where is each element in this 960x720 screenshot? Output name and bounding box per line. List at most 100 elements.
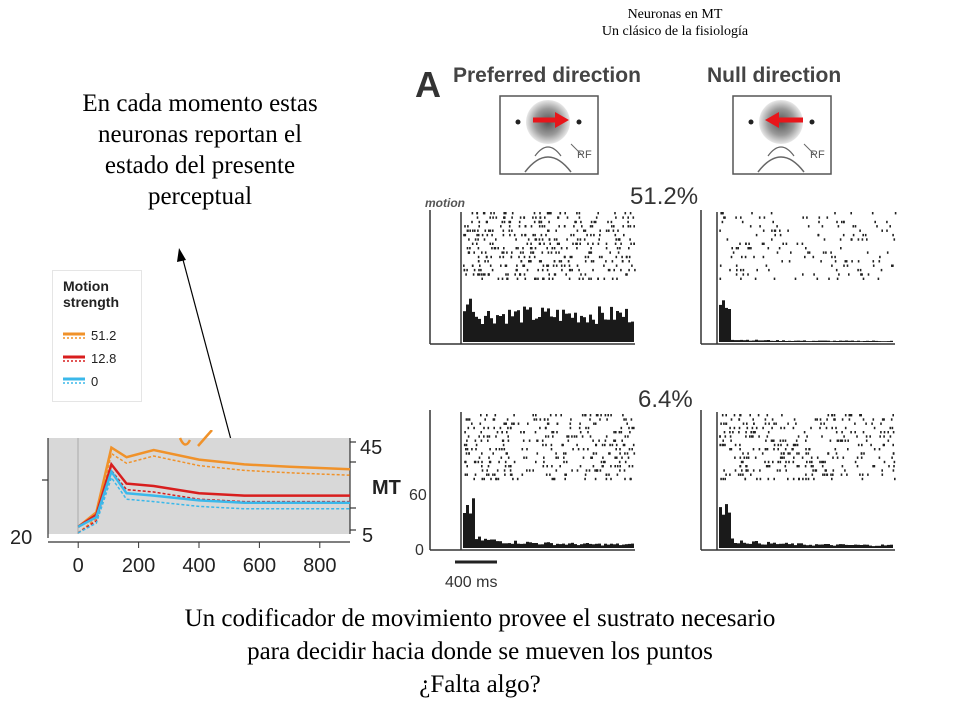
raster-spike: [553, 273, 556, 276]
raster-spike: [774, 233, 776, 237]
raster-spike: [803, 431, 806, 434]
raster-spike: [540, 220, 543, 224]
raster-spike: [528, 469, 531, 472]
raster-spike: [747, 469, 749, 472]
psth-bar: [827, 340, 830, 342]
raster-spike: [481, 452, 483, 455]
psth-bar: [466, 505, 469, 548]
raster-spike: [560, 260, 563, 263]
raster-spike: [514, 273, 516, 276]
raster-spike: [780, 452, 783, 455]
psth-bar: [529, 307, 532, 342]
raster-spike: [827, 452, 829, 455]
raster-spike: [762, 229, 765, 232]
raster-spike: [546, 264, 548, 267]
raster-spike: [811, 460, 813, 464]
psth-bar: [818, 544, 821, 548]
raster-spike: [834, 260, 837, 263]
psth-bar: [833, 340, 836, 342]
raster-spike: [481, 460, 483, 464]
psth-bar: [812, 340, 815, 342]
raster-spike: [492, 418, 495, 421]
raster-spike: [872, 418, 875, 421]
raster-spike: [486, 473, 488, 476]
raster-spike: [772, 460, 774, 464]
raster-spike: [597, 414, 599, 417]
raster-spike: [548, 277, 550, 280]
raster-spike: [805, 477, 807, 481]
raster-spike: [872, 465, 874, 468]
raster-spike: [721, 414, 724, 417]
raster-spike: [770, 212, 773, 215]
psth-bar: [752, 340, 755, 342]
raster-spike: [620, 431, 623, 434]
raster-spike: [465, 273, 467, 276]
raster-spike: [617, 251, 620, 254]
raster-spike: [474, 439, 477, 442]
raster-spike: [465, 443, 468, 447]
raster-spike: [798, 452, 800, 455]
raster-spike: [834, 448, 837, 451]
raster-spike: [791, 448, 793, 451]
raster-spike: [558, 260, 561, 263]
raster-spike: [844, 469, 846, 472]
raster-spike: [492, 216, 494, 219]
raster-spike: [590, 220, 593, 224]
raster-spike: [538, 225, 541, 228]
raster-spike: [538, 238, 541, 241]
raster-spike: [535, 277, 537, 280]
raster-spike: [576, 229, 579, 232]
raster-spike: [628, 448, 631, 451]
raster-spike: [867, 273, 870, 276]
raster-spike: [523, 216, 525, 219]
coherence-high-label: 51.2%: [630, 183, 698, 210]
raster-spike: [825, 426, 828, 430]
raster-spike: [560, 414, 562, 417]
raster-spike: [536, 439, 538, 442]
annotation-line-1: En cada momento estas: [82, 90, 318, 117]
raster-spike: [776, 469, 779, 472]
raster-spike: [599, 229, 601, 232]
raster-spike: [486, 414, 488, 417]
raster-spike: [488, 229, 490, 232]
raster-spike: [802, 477, 804, 481]
raster-spike: [767, 465, 769, 468]
psth-bar: [550, 316, 553, 342]
raster-spike: [778, 247, 781, 250]
raster-spike: [523, 273, 526, 276]
raster-spike: [509, 233, 511, 237]
raster-spike: [605, 435, 608, 438]
raster-spike: [758, 448, 761, 451]
raster-spike: [834, 418, 836, 421]
raster-spike: [488, 273, 490, 276]
raster-spike: [820, 422, 822, 425]
raster-spike: [477, 260, 480, 263]
raster-spike: [831, 255, 833, 259]
raster-spike: [606, 418, 608, 421]
rf-label-null: RF: [810, 149, 825, 161]
raster-spike: [629, 225, 632, 228]
raster-spike: [543, 242, 545, 245]
raster-spike: [822, 251, 825, 254]
raster-spike: [541, 251, 544, 254]
raster-spike: [754, 431, 756, 434]
raster-spike: [584, 260, 587, 263]
raster-spike: [742, 422, 745, 425]
raster-spike: [568, 264, 571, 267]
raster-spike: [517, 247, 519, 250]
raster-spike: [564, 212, 566, 215]
raster-spike: [880, 431, 882, 434]
psth-bar: [577, 322, 580, 342]
psth-bar: [806, 341, 809, 342]
raster-spike: [798, 465, 800, 468]
raster-spike: [495, 448, 497, 451]
psth-bar: [577, 545, 580, 548]
raster-spike: [531, 247, 533, 250]
series-line-2: [77, 468, 350, 528]
raster-spike: [507, 435, 509, 438]
psth-bar: [502, 314, 505, 342]
psth-bar: [508, 543, 511, 548]
raster-spike: [617, 238, 620, 241]
raster-spike: [840, 247, 842, 250]
raster-spike: [592, 242, 594, 245]
